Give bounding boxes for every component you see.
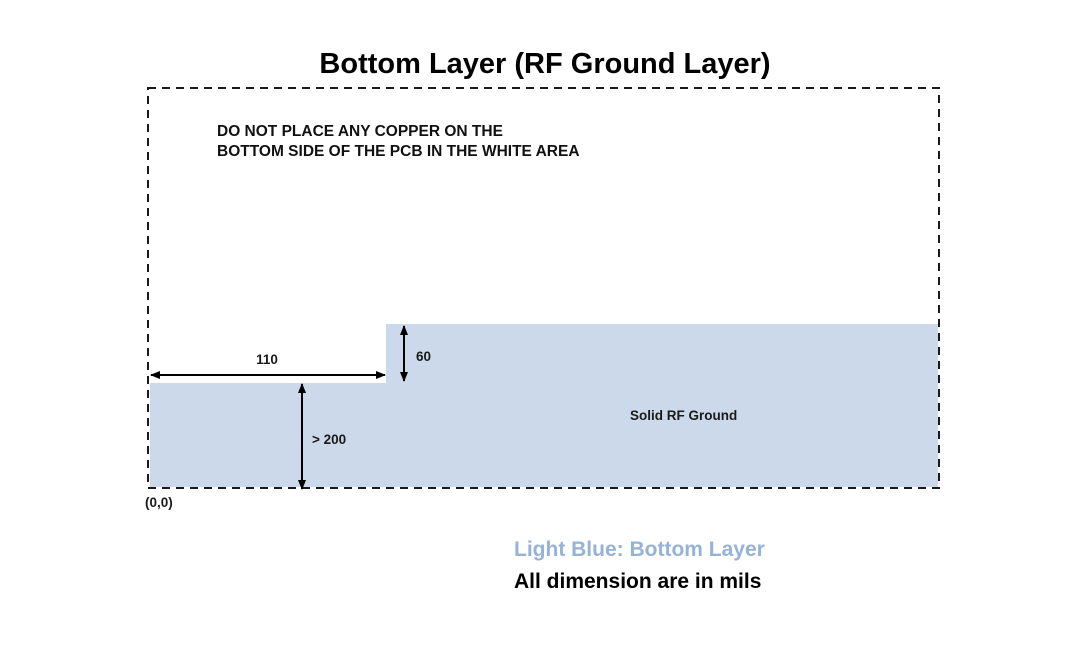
board-outline	[147, 87, 940, 489]
dimension-label-110: 110	[256, 352, 278, 367]
solid-rf-ground-region	[150, 324, 938, 487]
solid-rf-ground-label: Solid RF Ground	[630, 408, 737, 423]
warning-text-line-2: BOTTOM SIDE OF THE PCB IN THE WHITE AREA	[217, 143, 580, 160]
dimension-label-60: 60	[416, 349, 431, 364]
diagram-title: Bottom Layer (RF Ground Layer)	[319, 48, 770, 80]
legend-color-key: Light Blue: Bottom Layer	[514, 538, 765, 561]
dimension-label-200: > 200	[312, 432, 346, 447]
origin-label: (0,0)	[145, 495, 173, 510]
warning-text-line-1: DO NOT PLACE ANY COPPER ON THE	[217, 123, 503, 140]
legend-units-note: All dimension are in mils	[514, 570, 761, 593]
